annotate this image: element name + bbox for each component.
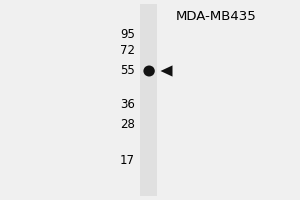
Text: 36: 36 <box>120 98 135 112</box>
Text: 17: 17 <box>120 154 135 168</box>
Text: 55: 55 <box>120 64 135 77</box>
Ellipse shape <box>143 66 155 76</box>
Polygon shape <box>160 65 172 77</box>
Text: 95: 95 <box>120 28 135 42</box>
Text: 72: 72 <box>120 45 135 58</box>
Bar <box>140 4 157 196</box>
Text: 28: 28 <box>120 118 135 132</box>
Text: MDA-MB435: MDA-MB435 <box>176 10 256 23</box>
